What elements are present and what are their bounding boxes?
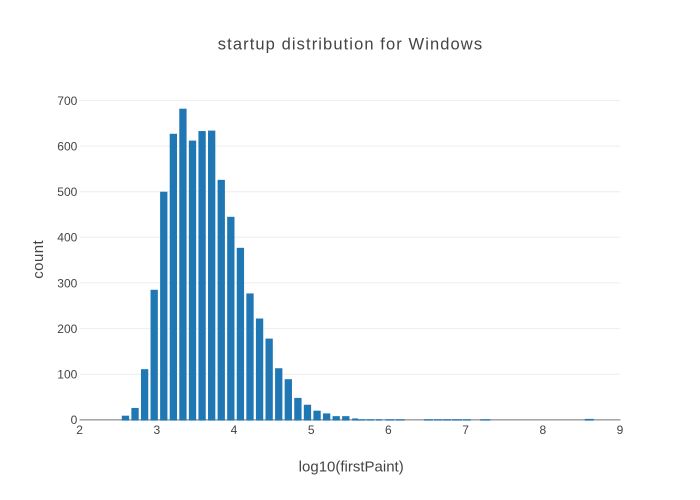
svg-text:9: 9 <box>617 423 624 437</box>
svg-text:600: 600 <box>57 140 77 154</box>
svg-text:count: count <box>30 239 47 278</box>
svg-text:500: 500 <box>57 185 77 199</box>
svg-text:startup distribution for Windo: startup distribution for Windows <box>218 35 483 53</box>
svg-text:7: 7 <box>462 423 469 437</box>
svg-text:200: 200 <box>57 322 77 336</box>
svg-text:8: 8 <box>539 423 546 437</box>
svg-text:700: 700 <box>57 94 77 108</box>
svg-text:400: 400 <box>57 231 77 245</box>
svg-text:100: 100 <box>57 368 77 382</box>
svg-text:2: 2 <box>76 423 83 437</box>
svg-text:6: 6 <box>385 423 392 437</box>
svg-text:log10(firstPaint): log10(firstPaint) <box>299 459 404 476</box>
svg-text:0: 0 <box>71 413 78 427</box>
svg-text:300: 300 <box>57 276 77 290</box>
svg-text:5: 5 <box>308 423 315 437</box>
svg-text:3: 3 <box>153 423 160 437</box>
svg-text:4: 4 <box>231 423 238 437</box>
